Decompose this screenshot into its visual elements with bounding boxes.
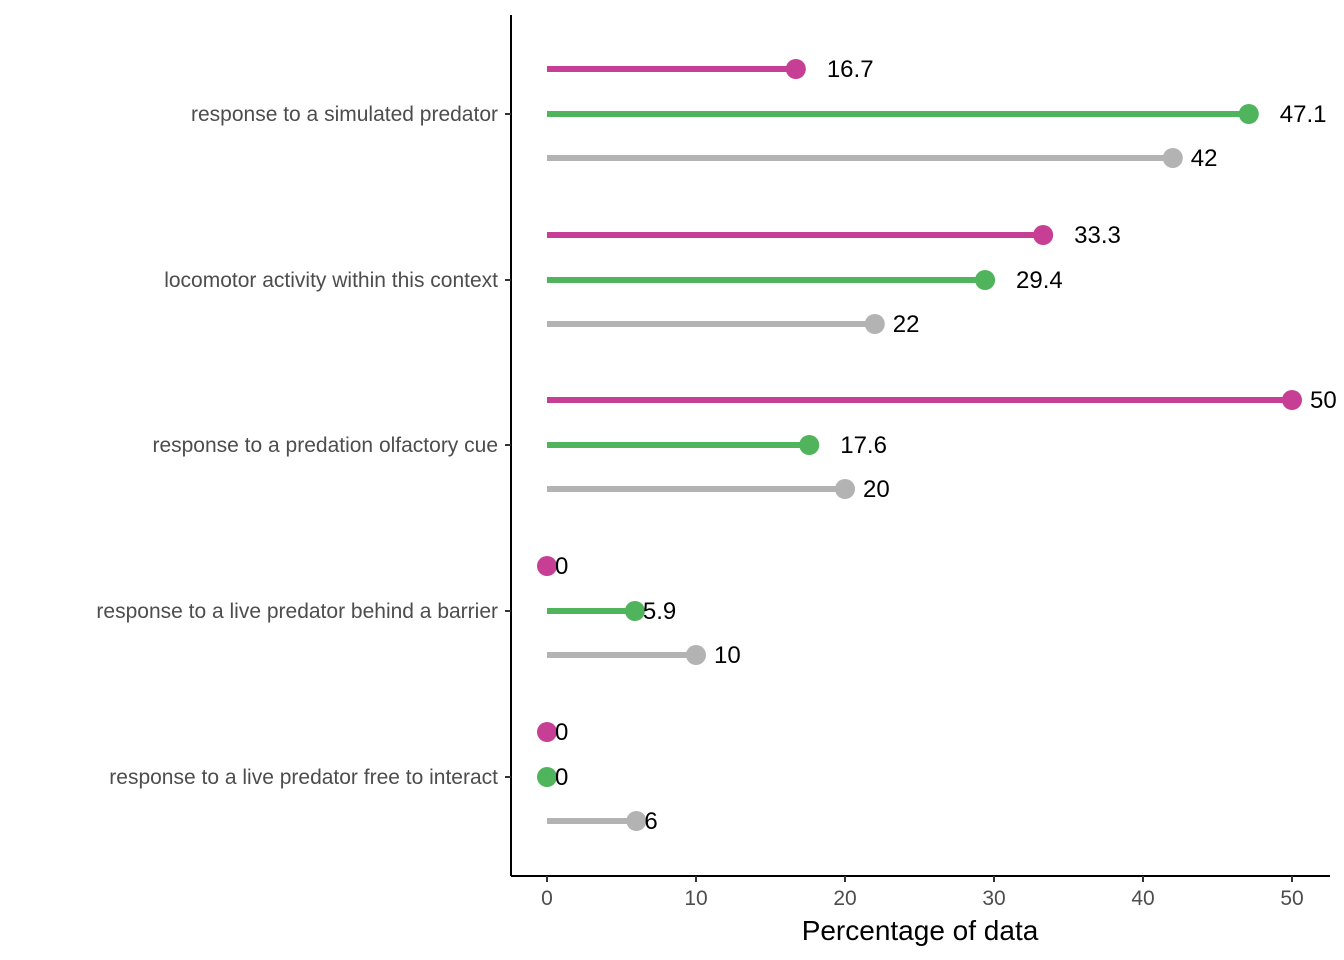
lollipop-point [1033, 225, 1054, 245]
y-tick-label: response to a simulated predator [191, 103, 498, 126]
lollipop-point [864, 314, 885, 334]
data-label: 33.3 [1074, 222, 1121, 249]
data-label: 20 [863, 476, 890, 503]
data-label: 17.6 [840, 432, 887, 459]
lollipop-point [686, 645, 706, 665]
data-label: 0 [555, 553, 568, 580]
x-tick-label: 10 [684, 887, 707, 910]
x-tick-label: 40 [1131, 887, 1154, 910]
chart-marks: 16.7 33.3 50 0 0 47.1 29.4 17.6 5.9 0 42 22 20 10 6 [537, 56, 1337, 835]
y-tick-label: locomotor activity within this context [164, 269, 498, 292]
x-tick-label: 50 [1280, 887, 1303, 910]
chart-axes: response to a simulated predator locomoto… [96, 15, 1330, 910]
y-tick-label: response to a predation olfactory cue [152, 434, 498, 457]
data-label: 42 [1191, 145, 1218, 172]
lollipop-point [537, 767, 557, 787]
data-label: 0 [555, 719, 568, 746]
data-label: 29.4 [1016, 267, 1063, 294]
x-axis-title: Percentage of data [802, 915, 1039, 946]
lollipop-point [1162, 148, 1183, 168]
lollipop-point [624, 601, 645, 621]
lollipop-point [537, 722, 557, 742]
data-label: 16.7 [827, 56, 874, 83]
y-tick-label: response to a live predator free to inte… [109, 766, 498, 789]
x-tick-label: 0 [541, 887, 553, 910]
data-label: 6 [644, 808, 657, 835]
lollipop-point [785, 59, 806, 79]
y-tick-label: response to a live predator behind a bar… [96, 600, 498, 623]
lollipop-point [1282, 390, 1302, 410]
lollipop-point [626, 811, 647, 831]
x-tick-label: 20 [833, 887, 856, 910]
data-label: 22 [893, 311, 920, 338]
data-label: 0 [555, 764, 568, 791]
lollipop-point [537, 556, 557, 576]
lollipop-point [975, 270, 996, 290]
data-label: 10 [714, 642, 741, 669]
data-label: 5.9 [643, 598, 676, 625]
x-tick-label: 30 [982, 887, 1005, 910]
data-label: 47.1 [1280, 101, 1327, 128]
lollipop-point [835, 479, 855, 499]
lollipop-point [799, 435, 820, 455]
lollipop-point [1238, 104, 1259, 124]
data-label: 50 [1310, 387, 1337, 414]
